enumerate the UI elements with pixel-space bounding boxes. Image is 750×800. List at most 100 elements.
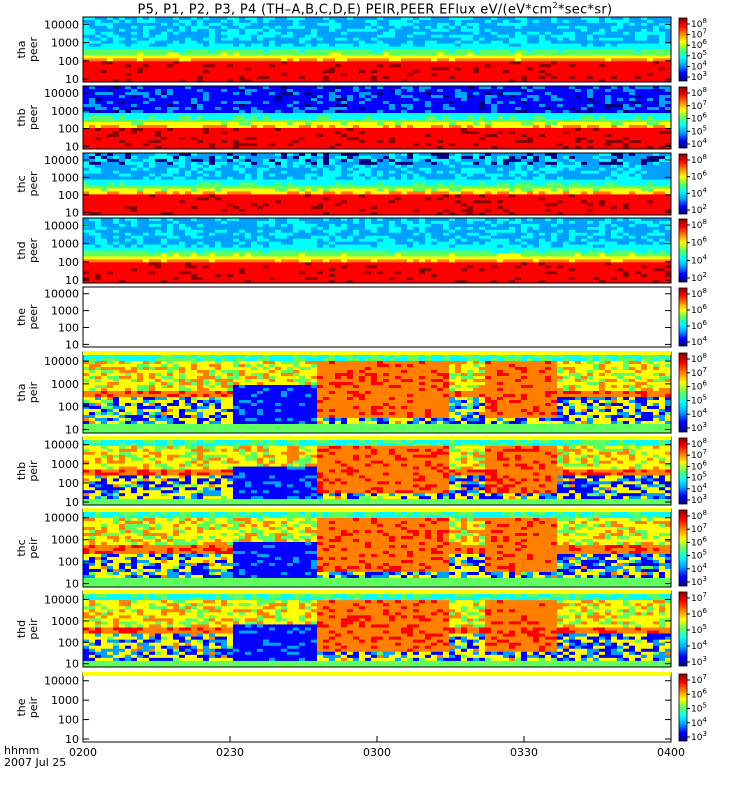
y-tick-label: 10000 xyxy=(44,154,79,167)
colorbar-tick-label: 107 xyxy=(691,366,707,379)
y-tick-label: 10 xyxy=(65,496,79,509)
panel-the-peer: 10000 1000 100 10 the peer 108 106 106 104 xyxy=(15,286,707,351)
colorbar-scale xyxy=(678,437,688,505)
y-tick-label: 100 xyxy=(58,256,79,269)
colorbar-scale xyxy=(678,591,688,667)
panel-species-label: peir xyxy=(27,696,40,718)
colorbar-scale xyxy=(678,673,688,742)
colorbar-tick-label: 105 xyxy=(691,49,707,62)
y-tick-label: 10000 xyxy=(44,512,79,525)
panel-frame xyxy=(82,152,672,216)
panel-probe-label: thb xyxy=(15,462,28,480)
y-tick-label: 10 xyxy=(65,73,79,86)
panel-probe-label: thd xyxy=(15,620,28,638)
colorbar-tick-label: 105 xyxy=(691,623,707,636)
y-tick-label: 10000 xyxy=(44,355,79,368)
colorbar-tick-label: 108 xyxy=(691,287,707,300)
y-tick-label: 10 xyxy=(65,140,79,153)
panel-probe-label: the xyxy=(15,308,28,326)
colorbar-tick-label: 106 xyxy=(691,112,707,125)
y-tick-label: 100 xyxy=(58,189,79,202)
panel-thc-peer: 10000 1000 100 10 thc peer 108 106 104 102 xyxy=(15,152,707,219)
colorbar: 108 106 104 102 xyxy=(678,153,707,216)
panel-species-label: peir xyxy=(27,381,40,403)
gap-strip xyxy=(83,672,671,676)
colorbar-tick-label: 103 xyxy=(691,655,707,668)
colorbar-tick-label: 103 xyxy=(691,70,707,83)
time-axis-label: hhmm xyxy=(4,744,40,757)
colorbar-scale xyxy=(678,153,688,215)
colorbar-tick-label: 103 xyxy=(691,493,707,506)
spectrogram-cells xyxy=(83,86,671,149)
panel-species-label: peer xyxy=(27,105,40,131)
y-tick-label: 10 xyxy=(65,578,79,591)
x-tick-label: 0400 xyxy=(657,746,685,759)
colorbar-tick-label: 106 xyxy=(691,319,707,332)
colorbar-tick-label: 105 xyxy=(691,471,707,484)
colorbar-tick-label: 108 xyxy=(691,509,707,522)
colorbar-tick-label: 104 xyxy=(691,562,707,575)
y-tick-label: 10 xyxy=(65,338,79,351)
spectrogram-cells xyxy=(83,352,671,433)
panel-thd-peir: 10000 1000 100 10 thd peir 107 106 105 104 103 xyxy=(15,590,707,671)
colorbar: 108 106 104 102 xyxy=(678,218,707,284)
colorbar-tick-label: 108 xyxy=(691,437,707,450)
spectrogram-cells xyxy=(83,218,671,283)
colorbar-tick-label: 104 xyxy=(691,253,707,266)
colorbar-tick-label: 106 xyxy=(691,303,707,316)
y-tick-label: 100 xyxy=(58,321,79,334)
y-tick-label: 10 xyxy=(65,206,79,219)
y-tick-label: 100 xyxy=(58,636,79,649)
y-tick-label: 1000 xyxy=(51,694,79,707)
y-tick-label: 10 xyxy=(65,274,79,287)
panel-species-label: peir xyxy=(27,460,40,482)
y-tick-label: 10000 xyxy=(44,675,79,688)
y-tick-label: 1000 xyxy=(51,238,79,251)
panel-frame xyxy=(82,16,672,83)
colorbar-tick-label: 104 xyxy=(691,716,707,729)
colorbar-tick-label: 106 xyxy=(691,607,707,620)
colorbar-tick-label: 104 xyxy=(691,59,707,72)
y-tick-label: 10000 xyxy=(44,18,79,31)
colorbar-tick-label: 105 xyxy=(691,393,707,406)
colorbar-tick-label: 105 xyxy=(691,549,707,562)
panel-probe-label: thd xyxy=(15,241,28,259)
x-tick-label: 0300 xyxy=(363,746,391,759)
panel-species-label: peir xyxy=(27,618,40,640)
colorbar-tick-label: 103 xyxy=(691,730,707,743)
colorbar-tick-label: 103 xyxy=(691,575,707,588)
x-tick-label: 0230 xyxy=(216,746,244,759)
spectrogram-cells xyxy=(83,509,671,587)
colorbar-scale xyxy=(678,509,688,587)
date-label: 2007 Jul 25 xyxy=(4,756,67,769)
gap-strip xyxy=(83,508,671,512)
colorbar: 108 106 106 104 xyxy=(678,287,707,348)
colorbar-tick-label: 106 xyxy=(691,236,707,249)
colorbar-tick-label: 107 xyxy=(691,28,707,41)
colorbar-tick-label: 108 xyxy=(691,218,707,231)
x-tick-label: 0200 xyxy=(69,746,97,759)
y-tick-label: 1000 xyxy=(51,615,79,628)
colorbar-tick-label: 106 xyxy=(691,535,707,548)
colorbar-tick-label: 102 xyxy=(691,203,707,216)
colorbar-tick-label: 108 xyxy=(691,153,707,166)
y-tick-label: 100 xyxy=(58,714,79,727)
colorbar-tick-label: 108 xyxy=(691,86,707,99)
colorbar-tick-label: 105 xyxy=(691,124,707,137)
y-tick-label: 10000 xyxy=(44,594,79,607)
y-tick-label: 10000 xyxy=(44,87,79,100)
y-tick-label: 10000 xyxy=(44,219,79,232)
panel-frame xyxy=(82,672,672,743)
y-tick-label: 1000 xyxy=(51,105,79,118)
colorbar-tick-label: 107 xyxy=(691,673,707,686)
y-tick-label: 1000 xyxy=(51,534,79,547)
